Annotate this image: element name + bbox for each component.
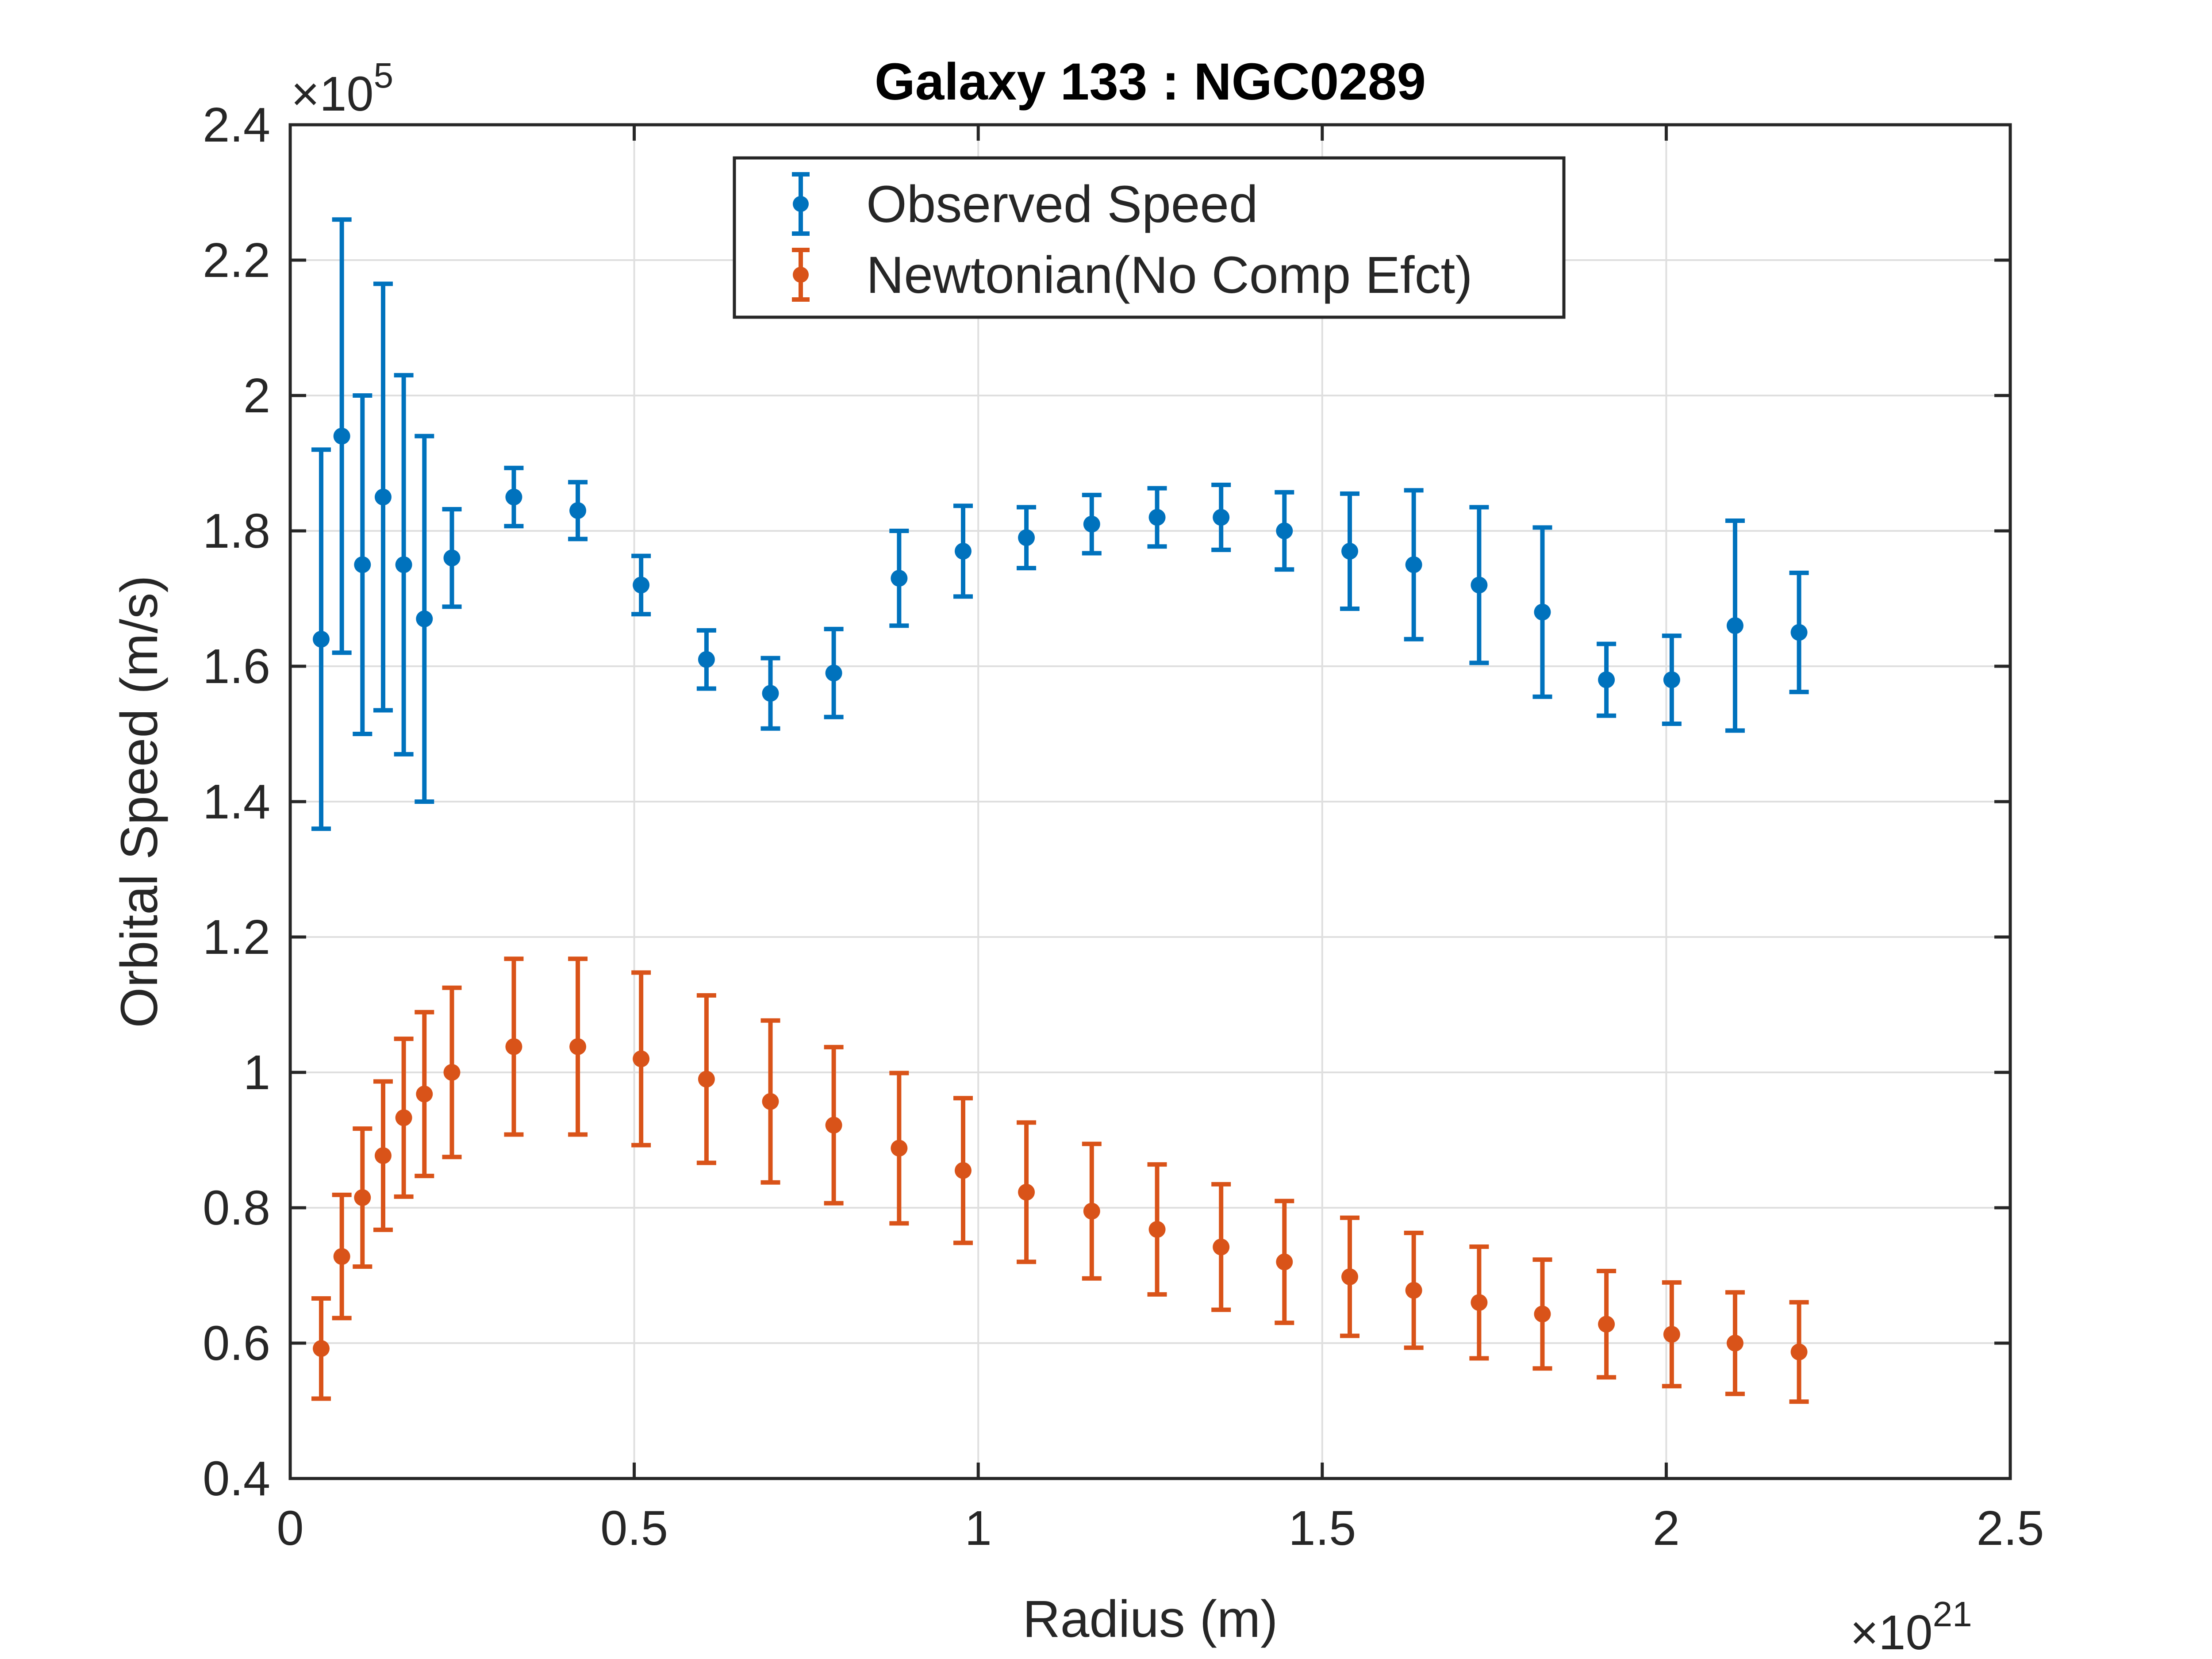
data-point: [825, 1117, 842, 1134]
data-point: [569, 502, 587, 519]
data-point: [1726, 617, 1743, 634]
y-tick-label: 0.6: [203, 1316, 270, 1371]
x-tick-label: 0: [276, 1501, 303, 1555]
data-point: [395, 556, 412, 573]
y-tick-label: 1.2: [203, 910, 270, 964]
data-point: [1534, 603, 1551, 621]
data-point: [1598, 1316, 1615, 1333]
y-exponent-power: 5: [374, 56, 394, 95]
data-point: [1276, 1253, 1293, 1271]
x-tick-label: 0.5: [600, 1501, 668, 1555]
y-tick-label: 1.8: [203, 504, 270, 558]
y-tick-label: 2: [243, 369, 270, 423]
x-tick-label: 2: [1653, 1501, 1680, 1555]
data-point: [633, 576, 650, 594]
axis-ticks: 0 0.5 1 1.5 2 2.5 0.4 0.6 0.8 1 1.2 1.4 1.6 1.8 2 2.2 2.…: [203, 98, 2044, 1555]
data-point: [1148, 1221, 1166, 1238]
series-observed: [311, 217, 1809, 831]
data-point: [698, 1071, 715, 1088]
legend[interactable]: Observed Speed Newtonian(No Comp Efct): [733, 156, 1566, 319]
data-point: [443, 1064, 461, 1081]
data-point: [1213, 509, 1230, 526]
data-point: [633, 1050, 650, 1068]
legend-label-newtonian: Newtonian(No Comp Efct): [866, 246, 1473, 304]
data-point: [395, 1109, 412, 1126]
data-point: [1534, 1306, 1551, 1323]
data-point: [1726, 1335, 1743, 1352]
data-point: [354, 1189, 371, 1206]
data-point: [1405, 556, 1422, 573]
data-point: [416, 610, 433, 627]
series-newtonian: [311, 956, 1809, 1404]
x-exponent-label: ×1021: [1850, 1594, 1972, 1659]
data-point: [891, 570, 908, 587]
data-point: [1405, 1282, 1422, 1299]
data-point: [1148, 509, 1166, 526]
data-point: [312, 1340, 330, 1357]
x-tick-label: 1: [965, 1501, 992, 1555]
data-point: [1471, 1294, 1488, 1311]
y-tick-label: 0.8: [203, 1181, 270, 1235]
data-point: [1341, 542, 1359, 560]
y-tick-label: 0.4: [203, 1452, 270, 1506]
y-tick-label: 1.4: [203, 775, 270, 829]
y-tick-label: 1: [243, 1045, 270, 1100]
x-exponent-base: ×10: [1850, 1605, 1933, 1659]
legend-label-observed: Observed Speed: [866, 175, 1258, 234]
data-point: [333, 1248, 350, 1265]
legend-box: [733, 156, 1566, 319]
data-point: [505, 488, 522, 506]
data-point: [1213, 1238, 1230, 1256]
data-point: [1018, 1183, 1035, 1201]
y-tick-label: 2.4: [203, 98, 270, 152]
data-point: [1018, 529, 1035, 546]
data-point: [1083, 515, 1100, 533]
data-point: [762, 1093, 779, 1110]
data-point: [1663, 1326, 1680, 1343]
data-point: [333, 427, 350, 445]
data-point: [1790, 624, 1808, 641]
svg-text:×1021: ×1021: [1850, 1594, 1972, 1659]
data-series: [311, 217, 1809, 1404]
x-tick-label: 1.5: [1288, 1501, 1356, 1555]
data-point: [1083, 1202, 1100, 1220]
legend-marker-observed: [792, 172, 810, 236]
data-point: [374, 488, 392, 506]
data-point: [954, 1162, 972, 1179]
y-tick-label: 2.2: [203, 233, 270, 288]
chart-title: Galaxy 133 : NGC0289: [875, 53, 1426, 111]
data-point: [1790, 1343, 1808, 1360]
data-point: [1598, 671, 1615, 688]
y-exponent-base: ×10: [291, 67, 374, 121]
data-point: [825, 664, 842, 682]
svg-text:×105: ×105: [291, 56, 393, 121]
x-exponent-power: 21: [1933, 1594, 1972, 1634]
y-axis-label: Orbital Speed (m/s): [110, 576, 169, 1028]
y-exponent-label: ×105: [291, 56, 393, 121]
data-point: [954, 542, 972, 560]
data-point: [374, 1147, 392, 1164]
data-point: [1663, 671, 1680, 688]
x-tick-label: 2.5: [1977, 1501, 2044, 1555]
data-point: [312, 630, 330, 648]
data-point: [1341, 1268, 1359, 1286]
data-point: [1276, 522, 1293, 539]
x-axis-label: Radius (m): [1023, 1590, 1278, 1648]
data-point: [505, 1038, 522, 1055]
data-point: [762, 685, 779, 702]
y-tick-label: 1.6: [203, 639, 270, 694]
data-point: [354, 556, 371, 573]
data-point: [443, 549, 461, 567]
data-point: [1471, 576, 1488, 594]
data-point: [416, 1085, 433, 1102]
data-point: [891, 1140, 908, 1157]
legend-marker-newtonian: [792, 248, 810, 302]
data-point: [569, 1038, 587, 1055]
data-point: [698, 651, 715, 668]
